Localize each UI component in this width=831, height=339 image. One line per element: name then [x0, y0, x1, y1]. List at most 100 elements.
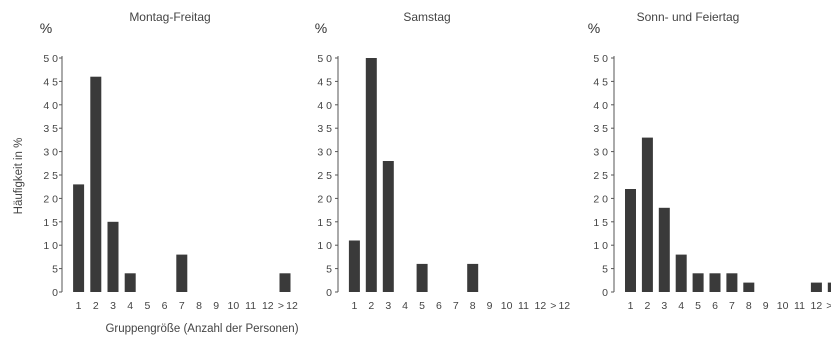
bar-2: [365, 58, 377, 292]
x-tick-label: 8: [196, 300, 202, 312]
y-tick-label: 4 5: [317, 76, 332, 88]
x-tick-label: 2: [644, 300, 650, 312]
y-tick-label: 0: [326, 287, 332, 299]
x-tick-label: 3: [385, 300, 391, 312]
bar-5: [692, 273, 704, 292]
x-axis-label: Gruppengröße (Anzahl der Personen): [105, 323, 298, 335]
y-unit-label: %: [40, 20, 52, 36]
x-tick-label: 12: [286, 300, 298, 312]
x-tick-label: 3: [661, 300, 667, 312]
x-tick-label: 10: [228, 300, 240, 312]
y-tick-label: 5: [52, 264, 58, 276]
x-tick-label: 6: [162, 300, 168, 312]
x-tick-label: 1: [351, 300, 357, 312]
x-tick-label: 6: [712, 300, 718, 312]
bar-12: [810, 282, 822, 292]
y-tick-label: 2 5: [593, 170, 608, 182]
y-tick-label: 2 5: [43, 170, 58, 182]
y-tick-label: 4 0: [43, 100, 58, 112]
x-tick-label: 9: [763, 300, 769, 312]
bar-1: [348, 240, 360, 292]
chart-panel-1: Montag-Freitag% 0 5 1 0 1 5 2 0 2 5 3 0 3 5 4 0 4 …: [40, 10, 298, 312]
y-tick-label: 1 5: [317, 217, 332, 229]
x-tick-label: 10: [501, 300, 513, 312]
bar-3: [382, 161, 394, 292]
y-tick-label: 1 0: [43, 240, 58, 252]
x-tick-label: 5: [695, 300, 701, 312]
y-tick-label: 5 0: [593, 53, 608, 65]
y-tick-label: 3 0: [317, 147, 332, 159]
x-tick-label: 12: [811, 300, 823, 312]
y-tick-label: 4 5: [43, 76, 58, 88]
x-tick-label: >: [826, 300, 831, 312]
x-tick-label: 5: [144, 300, 150, 312]
x-tick-label: 1: [76, 300, 82, 312]
bar-1: [73, 184, 85, 292]
x-tick-label: 10: [777, 300, 789, 312]
x-tick-label: >: [278, 300, 284, 312]
x-tick-label: 9: [487, 300, 493, 312]
y-tick-label: 2 0: [317, 193, 332, 205]
x-tick-label: 7: [179, 300, 185, 312]
x-tick-label: 12: [558, 300, 570, 312]
y-tick-label: 1 5: [43, 217, 58, 229]
bar-5: [416, 263, 428, 292]
x-tick-label: 7: [453, 300, 459, 312]
y-tick-label: 2 0: [43, 193, 58, 205]
y-tick-label: 2 0: [593, 193, 608, 205]
x-tick-label: 8: [470, 300, 476, 312]
x-tick-label: 5: [419, 300, 425, 312]
bar-8: [467, 263, 479, 292]
x-tick-label: 4: [127, 300, 133, 312]
bar-7: [726, 273, 738, 292]
y-tick-label: 4 0: [317, 100, 332, 112]
bar-6: [709, 273, 721, 292]
chart-panel-3: Sonn- und Feiertag%051 01 52 02 53 03 54…: [588, 10, 831, 312]
x-tick-label: 9: [213, 300, 219, 312]
x-tick-label: 11: [794, 300, 805, 312]
y-tick-label: 3 0: [593, 147, 608, 159]
x-tick-label: 2: [368, 300, 374, 312]
x-tick-label: 4: [678, 300, 684, 312]
y-unit-label: %: [315, 20, 327, 36]
bar->12: [827, 282, 831, 292]
y-tick-label: 3 5: [43, 123, 58, 135]
y-tick-label: 4 5: [593, 76, 608, 88]
bar-8: [743, 282, 755, 292]
y-tick-label: 5: [602, 264, 608, 276]
y-axis-label: Häufigkeit in %: [13, 138, 25, 215]
x-tick-label: 4: [402, 300, 408, 312]
y-tick-label: 3 5: [317, 123, 332, 135]
y-tick-label: 5 0: [43, 53, 58, 65]
y-tick-label: 1 0: [317, 240, 332, 252]
bar-4: [675, 254, 687, 292]
x-tick-label: 1: [628, 300, 634, 312]
bar-3: [658, 207, 670, 292]
x-tick-label: 11: [518, 300, 529, 312]
y-tick-label: 3 0: [43, 147, 58, 159]
x-tick-label: 12: [262, 300, 274, 312]
chart-title: Sonn- und Feiertag: [637, 10, 740, 24]
bar-3: [107, 221, 119, 292]
y-tick-label: 3 5: [593, 123, 608, 135]
chart-title: Samstag: [403, 10, 450, 24]
chart-title: Montag-Freitag: [129, 10, 210, 24]
x-tick-label: 6: [436, 300, 442, 312]
y-tick-label: 2 5: [317, 170, 332, 182]
y-tick-label: 5 0: [317, 53, 332, 65]
x-tick-label: >: [550, 300, 556, 312]
y-tick-label: 1 5: [593, 217, 608, 229]
bar-2: [90, 76, 102, 292]
bar-4: [124, 273, 136, 292]
x-tick-label: 3: [110, 300, 116, 312]
x-tick-label: 7: [729, 300, 735, 312]
bar->12: [279, 273, 291, 292]
x-tick-label: 11: [245, 300, 256, 312]
y-tick-label: 0: [602, 287, 608, 299]
chart-panel-2: Samstag%051 01 52 02 53 03 54 04 55 01 2 3…: [315, 10, 571, 312]
x-tick-label: 12: [535, 300, 547, 312]
x-tick-label: 2: [93, 300, 99, 312]
y-unit-label: %: [588, 20, 600, 36]
y-tick-label: 0: [52, 287, 58, 299]
